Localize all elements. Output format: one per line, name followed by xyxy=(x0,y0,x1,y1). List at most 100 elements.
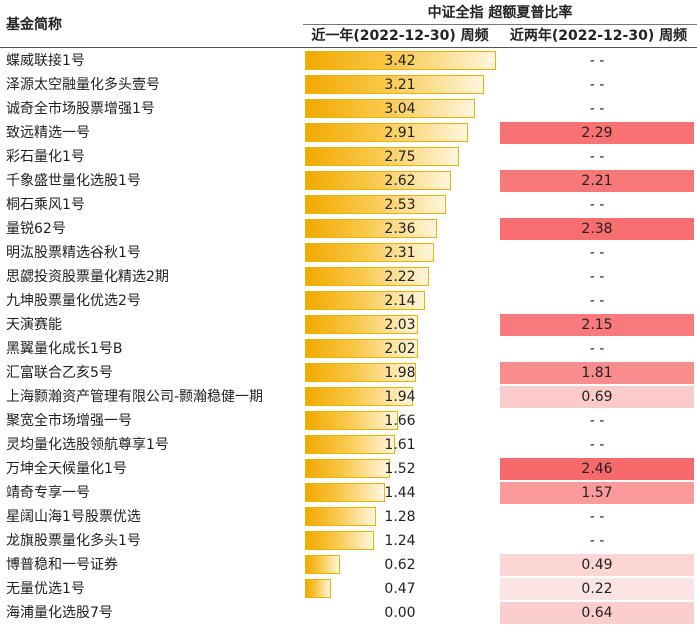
fund-name: 致远精选一号 xyxy=(6,125,90,141)
value-one-year: 2.02 xyxy=(384,341,416,357)
table-row: 明汯股票精选谷秋1号 2.31 - - xyxy=(0,241,697,265)
value-one-year: 1.66 xyxy=(384,413,416,429)
fund-name: 靖奇专享一号 xyxy=(6,485,90,501)
data-bar xyxy=(305,291,425,310)
value-one-year: 0.62 xyxy=(384,557,416,573)
table-row: 泽源太空融量化多头壹号 3.21 - - xyxy=(0,73,697,97)
value-two-year: - - xyxy=(589,77,605,93)
value-two-year: 2.38 xyxy=(581,221,613,237)
value-two-year: 1.57 xyxy=(581,485,613,501)
value-one-year: 2.91 xyxy=(384,125,416,141)
table-row: 蝶威联接1号 3.42 - - xyxy=(0,49,697,73)
heat-cell xyxy=(500,554,694,576)
table-row: 彩石量化1号 2.75 - - xyxy=(0,145,697,169)
value-one-year: 2.03 xyxy=(384,317,416,333)
fund-name: 龙旗股票量化多头1号 xyxy=(6,533,141,549)
value-one-year: 1.44 xyxy=(384,485,416,501)
fund-name: 明汯股票精选谷秋1号 xyxy=(6,245,141,261)
fund-name: 黑翼量化成长1号B xyxy=(6,341,123,357)
value-two-year: 2.21 xyxy=(581,173,613,189)
fund-name: 彩石量化1号 xyxy=(6,149,85,165)
fund-name: 量锐62号 xyxy=(6,221,66,237)
value-two-year: 2.29 xyxy=(581,125,613,141)
data-bar xyxy=(305,411,398,430)
table-row: 灵均量化选股领航尊享1号 1.61 - - xyxy=(0,433,697,457)
value-two-year: 2.15 xyxy=(581,317,613,333)
value-two-year: - - xyxy=(589,293,605,309)
value-two-year: 0.22 xyxy=(581,581,613,597)
table-row: 汇富联合乙亥5号 1.98 1.81 xyxy=(0,361,697,385)
data-bar xyxy=(305,387,413,406)
heat-cell xyxy=(500,122,694,144)
table-body: 蝶威联接1号 3.42- - 泽源太空融量化多头壹号 3.21- - 诚奇全市场股票增强… xyxy=(0,49,697,625)
data-bar xyxy=(305,51,496,70)
fund-name: 聚宽全市场增强一号 xyxy=(6,413,132,429)
value-one-year: 1.28 xyxy=(384,509,416,525)
table-row: 万坤全天候量化1号 1.52 2.46 xyxy=(0,457,697,481)
data-bar xyxy=(305,219,437,238)
value-two-year: - - xyxy=(589,533,605,549)
fund-name: 汇富联合乙亥5号 xyxy=(6,365,113,381)
data-bar xyxy=(305,315,418,334)
value-one-year: 2.62 xyxy=(384,173,416,189)
value-one-year: 2.53 xyxy=(384,197,416,213)
header-group-title: 中证全指 超额夏普比率 xyxy=(303,2,697,25)
data-bar xyxy=(305,147,459,166)
table-row: 聚宽全市场增强一号 1.66 - - xyxy=(0,409,697,433)
value-two-year: - - xyxy=(589,101,605,117)
heat-cell xyxy=(500,314,694,336)
data-bar xyxy=(305,363,416,382)
data-bar xyxy=(305,579,331,598)
fund-name: 无量优选1号 xyxy=(6,581,85,597)
value-two-year: - - xyxy=(589,269,605,285)
value-two-year: 0.64 xyxy=(581,605,613,621)
data-bar xyxy=(305,243,434,262)
data-bar xyxy=(305,339,418,358)
value-two-year: - - xyxy=(589,413,605,429)
heat-cell xyxy=(500,218,694,240)
table-row: 博普稳和一号证券 0.62 0.49 xyxy=(0,553,697,577)
table-row: 九坤股票量化优选2号 2.14 - - xyxy=(0,289,697,313)
data-bar xyxy=(305,171,451,190)
table-row: 天演赛能 2.03 2.15 xyxy=(0,313,697,337)
table-row: 量锐62号 2.36 2.38 xyxy=(0,217,697,241)
value-two-year: 0.69 xyxy=(581,389,613,405)
value-two-year: - - xyxy=(589,53,605,69)
value-one-year: 1.94 xyxy=(384,389,416,405)
table-row: 诚奇全市场股票增强1号 3.04 - - xyxy=(0,97,697,121)
fund-name: 泽源太空融量化多头壹号 xyxy=(6,77,160,93)
table-row: 上海颢瀚资产管理有限公司-颢瀚稳健一期 1.94 0.69 xyxy=(0,385,697,409)
header-divider xyxy=(0,47,697,48)
value-one-year: 2.22 xyxy=(384,269,416,285)
heat-cell xyxy=(500,602,694,624)
heat-cell xyxy=(500,386,694,408)
table-row: 思勰投资股票量化精选2期 2.22 - - xyxy=(0,265,697,289)
value-one-year: 3.42 xyxy=(384,53,416,69)
fund-name: 千象盛世量化选股1号 xyxy=(6,173,141,189)
value-one-year: 2.31 xyxy=(384,245,416,261)
fund-name: 万坤全天候量化1号 xyxy=(6,461,127,477)
heat-cell xyxy=(500,578,694,600)
data-bar xyxy=(305,555,340,574)
value-one-year: 1.98 xyxy=(384,365,416,381)
fund-name: 桐石乘风1号 xyxy=(6,197,85,213)
table-row: 致远精选一号 2.91 2.29 xyxy=(0,121,697,145)
table-row: 千象盛世量化选股1号 2.62 2.21 xyxy=(0,169,697,193)
data-bar xyxy=(305,267,429,286)
data-bar xyxy=(305,507,376,526)
value-two-year: 1.81 xyxy=(581,365,613,381)
value-two-year: - - xyxy=(589,245,605,261)
data-bar xyxy=(305,459,390,478)
table-row: 黑翼量化成长1号B 2.02 - - xyxy=(0,337,697,361)
data-bar xyxy=(305,435,395,454)
heat-cell xyxy=(500,458,694,480)
value-one-year: 1.52 xyxy=(384,461,416,477)
value-one-year: 3.04 xyxy=(384,101,416,117)
fund-name: 星阔山海1号股票优选 xyxy=(6,509,141,525)
table-row: 星阔山海1号股票优选 1.28 - - xyxy=(0,505,697,529)
data-bar xyxy=(305,99,475,118)
data-bar xyxy=(305,75,484,94)
header-fund-name: 基金简称 xyxy=(6,17,62,33)
fund-name: 九坤股票量化优选2号 xyxy=(6,293,141,309)
